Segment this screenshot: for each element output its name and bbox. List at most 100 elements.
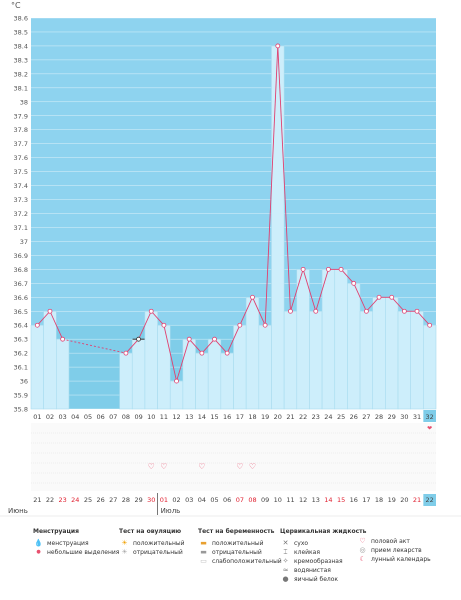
temp-line — [163, 325, 177, 382]
cycle-day-label: 27 — [362, 413, 370, 421]
y-tick-label: 38.5 — [14, 28, 28, 36]
y-tick-label: 38.4 — [14, 42, 28, 50]
cycle-day-label: 23 — [312, 413, 320, 421]
legend-item: ▭ слабоположительный — [198, 557, 282, 566]
temp-line — [188, 338, 203, 354]
temp-line — [36, 310, 51, 326]
y-tick-label: 37.9 — [14, 112, 28, 120]
legend-item: ☾ лунный календарь — [357, 555, 430, 564]
temp-line — [302, 269, 317, 312]
temp-point — [288, 308, 293, 314]
temp-bar — [423, 324, 437, 410]
calendar-date-label: 09 — [261, 496, 269, 504]
temp-bar — [43, 310, 57, 410]
temp-point — [237, 322, 243, 328]
calendar-date-label: 16 — [350, 496, 358, 504]
heart-icon: ♡ — [249, 462, 256, 471]
cycle-day-label: 31 — [413, 413, 421, 421]
cycle-day-label: 26 — [350, 413, 358, 421]
temp-bar — [410, 310, 424, 410]
temp-point — [136, 336, 141, 342]
cycle-day-label: 04 — [71, 413, 79, 421]
temp-point — [186, 336, 192, 342]
cycle-day-label: 25 — [337, 413, 345, 421]
temp-point — [414, 308, 420, 314]
calendar-date-label: 23 — [59, 496, 67, 504]
temp-point — [224, 350, 230, 356]
y-tick-label: 38.3 — [14, 56, 28, 64]
cycle-day-label: 18 — [248, 413, 256, 421]
temp-bar — [385, 296, 399, 410]
calendar-date-label: 01 — [160, 496, 168, 504]
calendar-date-label: 25 — [84, 496, 92, 504]
sun-positive-icon: ☀ — [121, 539, 128, 547]
temp-bar — [131, 338, 146, 410]
temp-line — [176, 339, 190, 382]
drop-icon: ❤ — [427, 425, 432, 432]
legend-pregnancy-test: Тест на беременность ▬ положительный ▬ отр… — [198, 527, 282, 566]
legend-item: ▬ отрицательный — [198, 548, 282, 557]
cycle-day-label: 22 — [299, 413, 307, 421]
temp-bar — [144, 310, 158, 410]
y-tick-label: 35.8 — [14, 406, 28, 414]
temp-line — [214, 338, 228, 354]
day-highlight — [423, 410, 436, 422]
month-label: Июнь — [8, 507, 28, 515]
cycle-day-label: 32 — [426, 413, 434, 421]
y-tick-label: 36.4 — [14, 322, 28, 330]
temp-line — [201, 338, 215, 354]
legend-title: Менструация — [33, 528, 79, 535]
legend-item-label: прием лекарств — [371, 547, 422, 554]
calendar-date-label: 18 — [375, 496, 383, 504]
calendar-date-label: 21 — [33, 496, 41, 504]
temp-bar — [157, 324, 171, 410]
temp-line — [391, 296, 405, 312]
calendar-date-label: 20 — [400, 496, 408, 504]
test-weak-icon: ▭ — [200, 557, 207, 565]
temp-line — [226, 325, 241, 354]
calendar-date-label: 22 — [426, 496, 434, 504]
legend-item: ● небольшие выделения — [33, 548, 119, 557]
watery-icon: ≈ — [282, 566, 289, 574]
heart-icon: ♡ — [160, 462, 167, 471]
legend-item: ◎ прием лекарств — [357, 546, 431, 555]
legend-item: ✧ кремообразная — [280, 557, 366, 566]
date-highlight — [423, 494, 436, 506]
dry-icon: ✕ — [282, 539, 289, 547]
calendar-date-label: 12 — [299, 496, 307, 504]
y-tick-label: 36 — [20, 378, 28, 386]
sun-negative-icon: ☀ — [121, 548, 128, 556]
temp-line — [264, 45, 279, 326]
legend-item-label: небольшие выделения — [47, 549, 120, 556]
temp-point — [34, 322, 40, 328]
y-tick-label: 36.2 — [14, 350, 28, 358]
legend-item-label: слабоположительный — [212, 558, 282, 565]
y-tick-label: 36.1 — [14, 364, 28, 372]
cycle-day-label: 14 — [198, 413, 206, 421]
y-tick-label: 37.6 — [14, 154, 28, 162]
calendar-date-label: 17 — [362, 496, 370, 504]
cycle-day-label: 13 — [185, 413, 193, 421]
cycle-day-label: 24 — [324, 413, 332, 421]
cycle-day-label: 11 — [160, 413, 168, 421]
temp-point — [47, 308, 53, 314]
legend-item-label: водянистая — [294, 567, 331, 574]
temp-point — [262, 322, 268, 328]
y-tick-label: 38 — [20, 98, 28, 106]
cycle-day-label: 29 — [388, 413, 396, 421]
legend-item-label: кремообразная — [294, 558, 343, 565]
legend-item-label: положительный — [212, 540, 264, 547]
temp-bar — [309, 310, 323, 410]
calendar-date-label: 13 — [312, 496, 320, 504]
legend-title: Тест на овуляцию — [119, 528, 182, 535]
cycle-day-label: 08 — [122, 413, 130, 421]
legend-item: ☀ положительный — [119, 539, 184, 548]
calendar-date-label: 22 — [46, 496, 54, 504]
cycle-day-label: 02 — [46, 413, 54, 421]
cycle-day-label: 28 — [375, 413, 383, 421]
y-tick-label: 36.6 — [14, 294, 28, 302]
legend-item: ≈ водянистая — [280, 566, 366, 575]
temp-point — [401, 308, 407, 314]
calendar-date-label: 21 — [413, 496, 421, 504]
